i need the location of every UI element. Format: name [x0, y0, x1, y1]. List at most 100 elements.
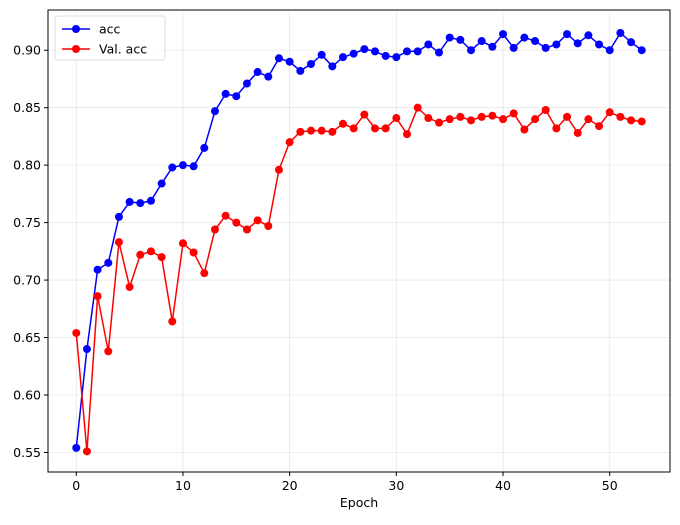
data-point — [93, 265, 102, 274]
data-point — [136, 250, 145, 259]
data-point — [381, 51, 390, 60]
data-point — [72, 328, 81, 337]
data-point — [306, 60, 315, 69]
data-point — [189, 248, 198, 257]
data-point — [424, 40, 433, 49]
data-point — [338, 53, 347, 62]
data-point — [392, 114, 401, 123]
data-point — [552, 124, 561, 133]
data-point — [616, 112, 625, 121]
data-point — [456, 112, 465, 121]
data-point — [328, 62, 337, 71]
data-point — [563, 30, 572, 39]
x-tick-label: 0 — [72, 478, 80, 493]
x-tick-label: 30 — [388, 478, 404, 493]
data-point — [189, 162, 198, 171]
data-point — [349, 49, 358, 58]
data-point — [488, 42, 497, 51]
data-point — [168, 317, 177, 326]
data-point — [456, 35, 465, 44]
data-point — [146, 196, 155, 205]
series-line — [75, 31, 643, 448]
data-point — [253, 68, 262, 77]
data-point — [264, 222, 273, 231]
y-tick-label: 0.75 — [13, 215, 41, 230]
data-point — [531, 115, 540, 124]
data-point — [552, 40, 561, 49]
x-tick-label: 40 — [495, 478, 511, 493]
data-point — [104, 258, 113, 267]
data-point — [584, 31, 593, 40]
data-point — [488, 111, 497, 120]
x-tick-label: 20 — [282, 478, 298, 493]
x-tick-label: 50 — [602, 478, 618, 493]
y-tick-label: 0.60 — [13, 388, 41, 403]
data-point — [221, 89, 230, 98]
data-point — [627, 116, 636, 125]
data-point — [413, 103, 422, 112]
data-point — [93, 292, 102, 301]
data-point — [595, 122, 604, 131]
data-point — [296, 127, 305, 136]
grid-lines — [48, 10, 670, 472]
data-point — [637, 46, 646, 55]
data-point — [349, 124, 358, 133]
data-point — [125, 197, 134, 206]
data-point — [499, 30, 508, 39]
data-point — [114, 238, 123, 247]
data-point — [435, 118, 444, 127]
data-point — [82, 345, 91, 354]
data-point — [403, 47, 412, 56]
legend-marker — [72, 25, 80, 33]
data-point — [104, 347, 113, 356]
data-point — [360, 45, 369, 54]
data-point — [381, 124, 390, 133]
data-point — [178, 161, 187, 170]
data-point — [178, 239, 187, 248]
data-point — [168, 163, 177, 172]
data-point — [274, 165, 283, 174]
legend-label: Val. acc — [99, 42, 147, 57]
legend: acc Val. acc — [54, 15, 166, 61]
x-axis-label: Epoch — [340, 495, 378, 510]
data-point — [435, 48, 444, 57]
data-point — [605, 108, 614, 117]
data-point — [509, 43, 518, 52]
legend-item: Val. acc — [62, 42, 147, 57]
data-point — [477, 112, 486, 121]
data-point — [146, 247, 155, 256]
data-point — [317, 126, 326, 135]
data-point — [509, 109, 518, 118]
data-point — [157, 179, 166, 188]
data-point — [520, 125, 529, 134]
data-point — [296, 66, 305, 75]
y-tick-label: 0.85 — [13, 100, 41, 115]
data-point — [424, 114, 433, 123]
data-point — [637, 117, 646, 126]
legend-item: acc — [62, 22, 121, 37]
data-point — [232, 218, 241, 227]
data-point — [157, 253, 166, 262]
data-point — [82, 447, 91, 456]
data-point — [242, 79, 251, 88]
data-point — [371, 47, 380, 56]
data-point — [605, 46, 614, 55]
series-line — [75, 106, 642, 452]
data-point — [627, 38, 636, 47]
data-point — [531, 37, 540, 46]
data-point — [371, 124, 380, 133]
legend-label: acc — [99, 22, 121, 37]
data-point — [413, 47, 422, 56]
data-point — [467, 116, 476, 125]
data-point — [306, 126, 315, 135]
data-point — [72, 443, 81, 452]
data-point — [200, 143, 209, 152]
data-point — [360, 110, 369, 119]
plot-frame — [47, 9, 671, 473]
series-acc — [72, 28, 646, 452]
data-point — [595, 40, 604, 49]
data-point — [274, 54, 283, 63]
data-point — [253, 216, 262, 225]
series-val-acc — [72, 103, 646, 456]
